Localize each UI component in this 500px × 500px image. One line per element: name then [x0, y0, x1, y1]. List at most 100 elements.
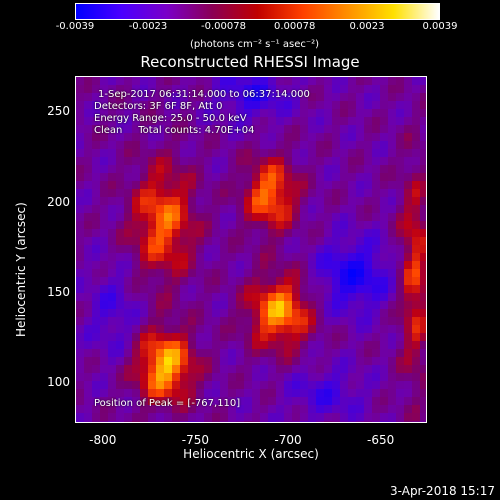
image-pixel [196, 253, 204, 261]
image-pixel [252, 341, 260, 349]
image-pixel [100, 141, 108, 149]
image-pixel [332, 85, 340, 93]
image-pixel [356, 309, 364, 317]
image-pixel [324, 237, 332, 245]
image-pixel [196, 221, 204, 229]
image-pixel [364, 333, 372, 341]
image-pixel [260, 93, 268, 101]
image-pixel [420, 381, 426, 389]
image-pixel [412, 85, 420, 93]
image-pixel [148, 413, 156, 421]
image-pixel [388, 93, 396, 101]
image-pixel [404, 309, 412, 317]
image-pixel [252, 205, 260, 213]
image-pixel [228, 405, 236, 413]
image-pixel [380, 197, 388, 205]
image-pixel [212, 317, 220, 325]
image-pixel [204, 365, 212, 373]
image-pixel [260, 125, 268, 133]
image-pixel [292, 133, 300, 141]
image-pixel [228, 197, 236, 205]
image-pixel [372, 101, 380, 109]
image-pixel [164, 101, 172, 109]
image-pixel [268, 389, 276, 397]
image-pixel [124, 301, 132, 309]
image-pixel [228, 181, 236, 189]
image-pixel [132, 221, 140, 229]
image-pixel [364, 365, 372, 373]
rhessi-image-plot[interactable]: 1-Sep-2017 06:31:14.000 to 06:37:14.000 … [75, 76, 427, 423]
image-pixel [244, 277, 252, 285]
image-pixel [108, 93, 116, 101]
image-pixel [212, 381, 220, 389]
image-pixel [316, 405, 324, 413]
x-tick-label: -800 [89, 433, 117, 447]
image-pixel [356, 197, 364, 205]
image-pixel [260, 293, 268, 301]
image-pixel [420, 365, 426, 373]
image-pixel [108, 277, 116, 285]
image-pixel [324, 293, 332, 301]
image-pixel [84, 133, 92, 141]
image-pixel [260, 421, 268, 422]
image-pixel [372, 261, 380, 269]
image-pixel [348, 93, 356, 101]
image-pixel [108, 101, 116, 109]
image-pixel [332, 117, 340, 125]
image-pixel [148, 109, 156, 117]
image-pixel [180, 157, 188, 165]
image-pixel [308, 85, 316, 93]
image-pixel [172, 349, 180, 357]
image-pixel [292, 373, 300, 381]
image-pixel [396, 109, 404, 117]
image-pixel [292, 293, 300, 301]
image-pixel [124, 237, 132, 245]
image-pixel [324, 213, 332, 221]
image-pixel [420, 317, 426, 325]
image-pixel [108, 237, 116, 245]
image-pixel [324, 349, 332, 357]
image-pixel [372, 293, 380, 301]
image-pixel [332, 341, 340, 349]
image-pixel [204, 269, 212, 277]
image-pixel [132, 237, 140, 245]
image-pixel [196, 205, 204, 213]
image-pixel [292, 165, 300, 173]
image-pixel [356, 389, 364, 397]
image-pixel [180, 405, 188, 413]
image-pixel [172, 229, 180, 237]
image-pixel [364, 117, 372, 125]
image-pixel [396, 309, 404, 317]
image-pixel [220, 373, 228, 381]
image-pixel [388, 357, 396, 365]
image-pixel [228, 253, 236, 261]
image-pixel [164, 309, 172, 317]
image-pixel [220, 229, 228, 237]
image-pixel [124, 333, 132, 341]
image-pixel [164, 389, 172, 397]
image-pixel [252, 389, 260, 397]
image-pixel [132, 349, 140, 357]
image-pixel [236, 413, 244, 421]
image-pixel [116, 173, 124, 181]
image-pixel [260, 253, 268, 261]
image-pixel [364, 181, 372, 189]
image-pixel [372, 117, 380, 125]
image-pixel [92, 101, 100, 109]
image-pixel [412, 285, 420, 293]
image-pixel [276, 413, 284, 421]
image-pixel [100, 237, 108, 245]
image-pixel [356, 285, 364, 293]
image-pixel [412, 421, 420, 422]
image-pixel [372, 85, 380, 93]
image-pixel [244, 365, 252, 373]
image-pixel [276, 189, 284, 197]
image-pixel [348, 317, 356, 325]
image-pixel [284, 269, 292, 277]
image-pixel [172, 133, 180, 141]
image-pixel [356, 253, 364, 261]
image-pixel [124, 341, 132, 349]
image-pixel [268, 237, 276, 245]
image-pixel [76, 261, 84, 269]
image-pixel [164, 277, 172, 285]
